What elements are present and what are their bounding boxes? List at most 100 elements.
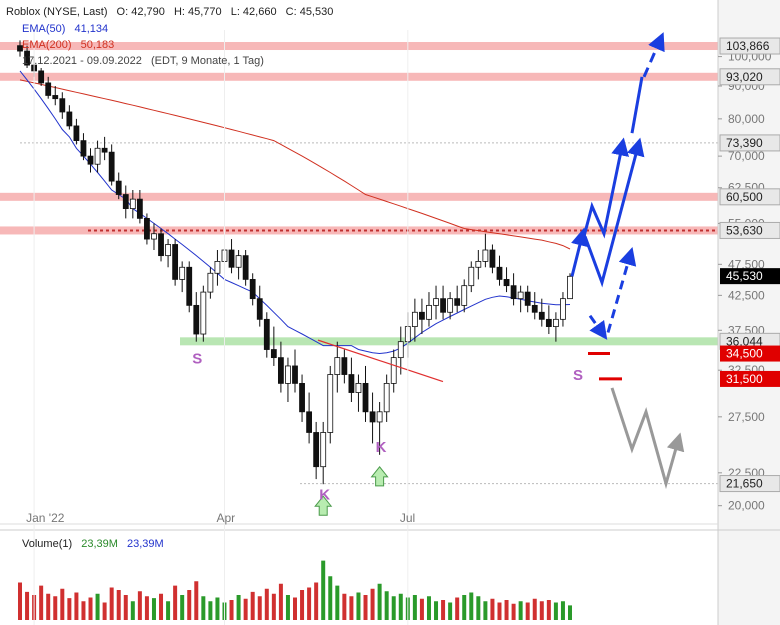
volume-bar-67: [490, 598, 495, 620]
volume-bar-62: [455, 597, 460, 620]
candle-body-71: [517, 291, 524, 300]
ema-lines: [19, 70, 571, 355]
candle-body-74: [538, 311, 545, 320]
volume-bar-8: [74, 592, 79, 620]
candle-body-46: [341, 357, 348, 375]
price-tag-8: 31,500: [726, 372, 763, 386]
range-legend: 17.12.2021 - 09.09.2022 (EDT, 9 Monate, …: [22, 55, 270, 67]
candle-body-77: [560, 298, 566, 320]
volume-bar-13: [109, 587, 114, 620]
volume-bar-11: [95, 593, 100, 620]
candle-body-45: [334, 357, 341, 375]
resistance-band-2: [0, 192, 718, 201]
volume-bar-48: [356, 592, 361, 620]
volume-bar-9: [81, 601, 86, 620]
candle-body-75: [545, 318, 552, 327]
price-tag-7: 34,500: [726, 347, 763, 361]
candle-body-44: [327, 374, 334, 433]
volume-bar-64: [469, 592, 474, 620]
volume-bar-20: [159, 593, 164, 620]
candle-body-25: [193, 304, 200, 335]
volume-bar-66: [483, 601, 488, 620]
candle-body-76: [552, 318, 559, 327]
price-axis: 20,00022,50027,50032,50037,50042,50047,5…: [717, 0, 780, 625]
candle-body-61: [447, 298, 454, 313]
price-tag-1: 93,020: [726, 70, 763, 84]
ema200-label: EMA(200): [22, 39, 72, 51]
volume-bar-42: [314, 582, 319, 620]
price-tag-0: 103,866: [726, 39, 770, 53]
x-tick-label-0: Jan '22: [26, 511, 65, 525]
price-tag-bg-4: [719, 221, 780, 239]
volume-bar-16: [130, 601, 135, 620]
date-range: 17.12.2021 - 09.09.2022: [22, 55, 142, 67]
candle-body-62: [454, 298, 461, 306]
price-tag-bg-8: [720, 370, 780, 387]
y-tick-label-5: 42,500: [728, 288, 765, 302]
pattern-label-0: S: [192, 351, 202, 368]
candle-body-58: [426, 304, 432, 320]
volume-bar-27: [208, 601, 213, 620]
volume-bar-30: [229, 600, 234, 620]
price-tag-4: 53,630: [726, 223, 763, 237]
chart-title: Roblox (NYSE, Last): [6, 6, 108, 18]
volume-bar-24: [187, 590, 192, 620]
candle-body-30: [228, 249, 235, 268]
volume-bar-0: [18, 582, 22, 620]
candle-body-70: [510, 285, 517, 300]
pattern-labels: S K K S: [192, 351, 583, 504]
candle-body-78: [567, 275, 573, 300]
candle-body-28: [214, 260, 221, 274]
volume-bar-61: [448, 602, 453, 620]
candle-body-73: [531, 304, 538, 313]
candle-body-18: [144, 217, 150, 240]
candle-body-59: [433, 298, 439, 306]
candle-body-19: [151, 233, 157, 240]
resistance-band-0: [0, 42, 718, 51]
candle-body-65: [475, 260, 482, 268]
volume-bar-53: [391, 596, 396, 620]
volume-bar-77: [560, 601, 565, 620]
volume-bar-3: [39, 585, 44, 620]
candle-body-47: [348, 374, 355, 393]
volume-bar-39: [293, 597, 297, 620]
x-tick-label-1: Apr: [216, 511, 235, 525]
pattern-label-3: S: [573, 367, 583, 384]
candle-body-3: [38, 70, 45, 84]
volume-bar-31: [236, 595, 241, 620]
candle-body-57: [419, 311, 425, 320]
candle-body-72: [524, 291, 531, 306]
x-tick-label-2: Jul: [400, 511, 415, 525]
volume-bar-33: [250, 591, 255, 620]
candle-body-21: [165, 244, 171, 257]
volume-bar-7: [67, 598, 72, 620]
candle-body-40: [299, 382, 305, 413]
y-tick-label-2: 27,500: [728, 410, 765, 424]
price-tag-9: 21,650: [726, 477, 763, 491]
volume-bar-70: [511, 603, 516, 620]
volume-bar-43: [321, 560, 326, 620]
candle-body-26: [200, 291, 207, 335]
chart-title-row: Roblox (NYSE, Last) O: 42,790 H: 45,770 …: [6, 6, 339, 18]
volume-bar-50: [370, 588, 375, 620]
candle-body-52: [383, 382, 390, 413]
volume-bar-34: [257, 596, 262, 620]
candle-body-53: [390, 357, 397, 384]
blue-dashed-arrow-down: [588, 314, 608, 340]
candle-body-10: [87, 155, 94, 165]
candle-body-14: [115, 180, 122, 195]
candle-body-43: [320, 432, 327, 468]
blue-arrow-up-1: [570, 227, 589, 277]
volume-bar-56: [412, 595, 417, 620]
candle-body-1: [24, 50, 30, 66]
volume-value-2: 23,39M: [126, 538, 164, 550]
pattern-label-1: K: [319, 487, 330, 504]
candle-body-23: [179, 266, 186, 280]
volume-bar-35: [264, 588, 269, 620]
price-tag-bg-1: [719, 68, 780, 86]
y-tick-label-9: 70,000: [728, 149, 765, 163]
volume-bar-12: [102, 602, 107, 620]
volume-bar-57: [419, 598, 424, 620]
volume-bar-38: [285, 595, 290, 620]
candle-body-38: [285, 365, 291, 384]
